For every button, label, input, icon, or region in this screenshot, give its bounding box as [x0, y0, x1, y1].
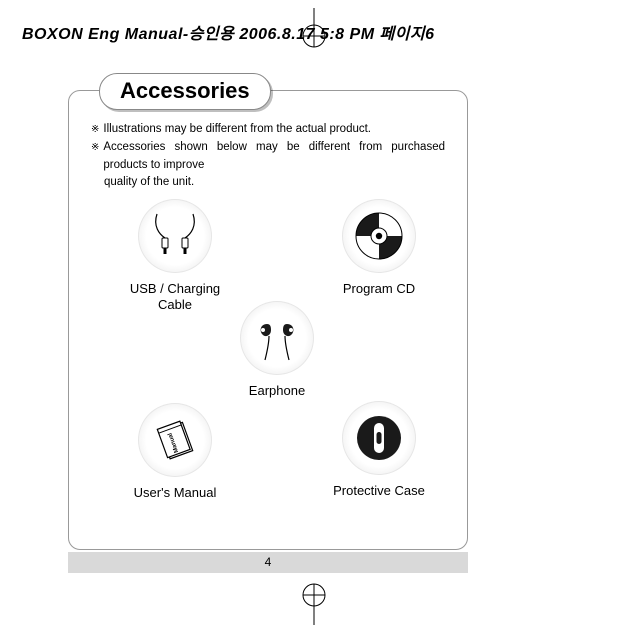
manual-label: User's Manual: [115, 485, 235, 501]
cd-label: Program CD: [319, 281, 439, 297]
crop-mark-bottom: [294, 581, 334, 625]
usb-cable-label-l1: USB / Charging: [130, 281, 220, 296]
case-icon: [342, 401, 416, 475]
note-marker: ※: [91, 140, 99, 176]
accessory-users-manual: Manual User's Manual: [115, 403, 235, 501]
print-header-text: BOXON Eng Manual-승인용 2006.8.17 5:8 PM 페이…: [22, 26, 435, 43]
note-line-2b: quality of the unit.: [91, 174, 445, 192]
usb-cable-label-l2: Cable: [158, 297, 192, 312]
accessory-usb-cable: USB / Charging Cable: [115, 199, 235, 314]
cd-icon: [342, 199, 416, 273]
earphone-icon: [240, 301, 314, 375]
accessory-protective-case: Protective Case: [319, 401, 439, 499]
note-line-1: Illustrations may be different from the …: [103, 121, 445, 139]
page-number: 4: [265, 555, 272, 569]
case-label: Protective Case: [319, 483, 439, 499]
section-title-tab: Accessories: [99, 73, 271, 110]
page-number-bar: 4: [68, 552, 468, 573]
section-title: Accessories: [120, 78, 250, 103]
print-header: BOXON Eng Manual-승인용 2006.8.17 5:8 PM 페이…: [22, 20, 435, 44]
notes-block: ※ Illustrations may be different from th…: [91, 121, 445, 192]
accessory-earphone: Earphone: [217, 301, 337, 399]
content-frame: Accessories ※ Illustrations may be diffe…: [68, 90, 468, 550]
note-marker: ※: [91, 122, 99, 140]
usb-cable-icon: [138, 199, 212, 273]
accessory-program-cd: Program CD: [319, 199, 439, 297]
manual-icon: Manual: [138, 403, 212, 477]
note-line-2a: Accessories shown below may be different…: [103, 139, 445, 175]
earphone-label: Earphone: [217, 383, 337, 399]
crop-mark-top: [294, 8, 334, 50]
